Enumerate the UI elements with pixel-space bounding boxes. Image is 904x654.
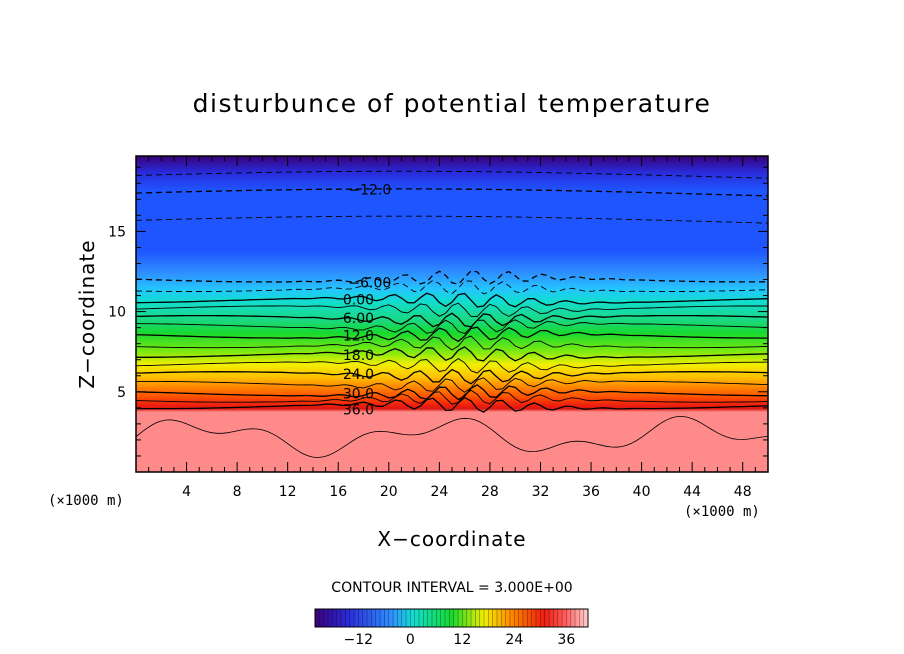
contour-line-m3 [136,279,768,295]
colorbar: −12 0 12 24 36 [314,608,589,648]
plot-area [136,156,768,472]
x-tick-label: 24 [430,484,448,500]
contour-label: 12.0 [343,329,374,345]
contour-line-27 [136,377,768,393]
colorbar-segments [319,609,584,627]
x-tick-label: 20 [380,484,398,500]
contour-line-12 [136,326,768,343]
x-tick-label: 36 [582,484,600,500]
x-tick-label: 28 [481,484,499,500]
y-tick-labels: 5 10 15 [108,224,126,400]
y-axis-label: Z−coordinate [75,239,99,388]
contour-line-m15 [136,170,768,179]
x-unit-right: (×1000 m) [684,504,760,520]
contour-line-0 [136,292,768,308]
contour-label: −12.0 [348,183,391,199]
colorbar-tick-label: 36 [557,632,575,648]
x-axis-label: X−coordinate [377,527,526,551]
contour-line-15 [136,335,768,351]
contour-line-m6 [136,270,768,285]
contour-line-18 [136,346,768,362]
contour-line-30 [136,384,768,401]
contour-label: 6.00 [343,311,374,327]
x-tick-label: 48 [734,484,752,500]
contour-line-6 [136,312,768,328]
x-tick-label: 8 [233,484,242,500]
colorbar-frame [314,608,589,628]
contour-line-21 [136,358,768,374]
colorbar-tick-label: 24 [505,632,523,648]
contour-interval-text: CONTOUR INTERVAL = 3.000E+00 [331,580,572,596]
x-tick-label: 4 [182,484,191,500]
contour-label: 18.0 [343,348,374,364]
surface-contour [136,415,768,458]
contour-line-24 [136,368,768,385]
colorbar-tick-label: −12 [344,632,374,648]
contour-line-3 [136,302,768,317]
chart-title: disturbunce of potential temperature [193,89,712,118]
x-tick-label: 40 [633,484,651,500]
colorbar-tick-label: 0 [406,632,415,648]
colorbar-gradient [315,609,588,627]
contour-line-m9 [136,215,768,224]
contour-line-33 [136,389,768,405]
contour-line-9 [136,319,768,335]
near-surface-contours [136,415,768,458]
axis-ticks [136,156,768,472]
y-tick-label: 5 [117,385,126,401]
y-tick-label: 10 [108,305,126,321]
contour-labels: −12.0 −6.000.00 6.00 12.0 18.0 24.0 30.036.0 [343,183,391,419]
contour-lines [136,170,768,413]
x-tick-labels: 4 8 12 16 20 24 28 32 36 40 44 48 [182,484,752,500]
contour-label: 0.00 [343,293,374,309]
colorbar-tick-labels: −12 0 12 24 36 [344,632,576,648]
colorbar-tick-label: 12 [453,632,471,648]
contour-line-m12 [136,188,768,197]
x-unit-left: (×1000 m) [48,493,124,509]
contour-line-36 [136,396,768,413]
contour-label: −6.00 [348,276,391,292]
x-tick-label: 32 [532,484,550,500]
contour-label: 30.0 [343,386,374,402]
x-tick-label: 12 [279,484,297,500]
y-tick-label: 15 [108,224,126,240]
contour-label: 36.0 [343,402,374,418]
x-tick-label: 44 [683,484,701,500]
contour-label: 24.0 [343,367,374,383]
x-tick-label: 16 [329,484,347,500]
